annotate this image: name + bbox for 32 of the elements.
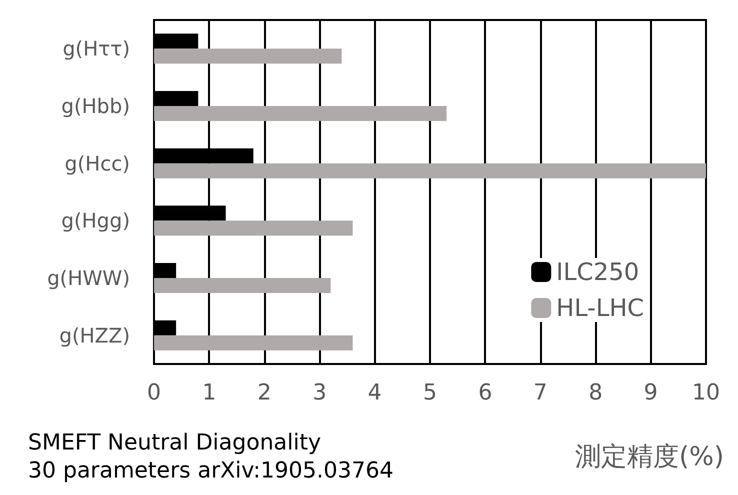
bar bbox=[154, 163, 706, 178]
legend-label: ILC250 bbox=[556, 258, 640, 286]
y-tick-label: g(HWW) bbox=[47, 266, 130, 290]
bar bbox=[154, 263, 176, 278]
y-tick-label: g(Hττ) bbox=[62, 36, 130, 61]
y-tick-label: g(Hgg) bbox=[61, 208, 130, 233]
bar bbox=[154, 220, 353, 236]
x-tick-label: 1 bbox=[202, 380, 216, 406]
bar bbox=[154, 48, 342, 64]
legend-label: HL-LHC bbox=[556, 294, 644, 322]
y-tick-label: g(Hcc) bbox=[64, 151, 130, 176]
x-tick-label: 6 bbox=[478, 380, 492, 406]
x-tick-label: 5 bbox=[423, 380, 437, 406]
bar bbox=[154, 34, 198, 49]
bar bbox=[154, 106, 447, 121]
x-tick-label: 9 bbox=[644, 380, 658, 406]
x-tick-label: 4 bbox=[368, 380, 382, 406]
x-tick-label: 10 bbox=[692, 380, 720, 406]
bar bbox=[154, 335, 353, 350]
text: 30 parameters arXiv:1905.03764 bbox=[28, 458, 394, 484]
x-tick-label: 2 bbox=[257, 380, 272, 406]
bar bbox=[154, 320, 176, 336]
x-tick-label: 7 bbox=[533, 380, 548, 406]
x-axis-title: 測定精度(%) bbox=[575, 442, 724, 472]
y-tick-label: g(Hbb) bbox=[61, 94, 130, 118]
x-tick-label: 0 bbox=[147, 380, 161, 406]
x-tick-label: 3 bbox=[312, 380, 327, 406]
bar bbox=[154, 91, 198, 106]
text: SMEFT Neutral Diagonality bbox=[28, 430, 321, 456]
x-tick-label: 8 bbox=[588, 380, 603, 406]
bar bbox=[154, 278, 331, 293]
y-tick-label: g(HZZ) bbox=[59, 323, 130, 348]
